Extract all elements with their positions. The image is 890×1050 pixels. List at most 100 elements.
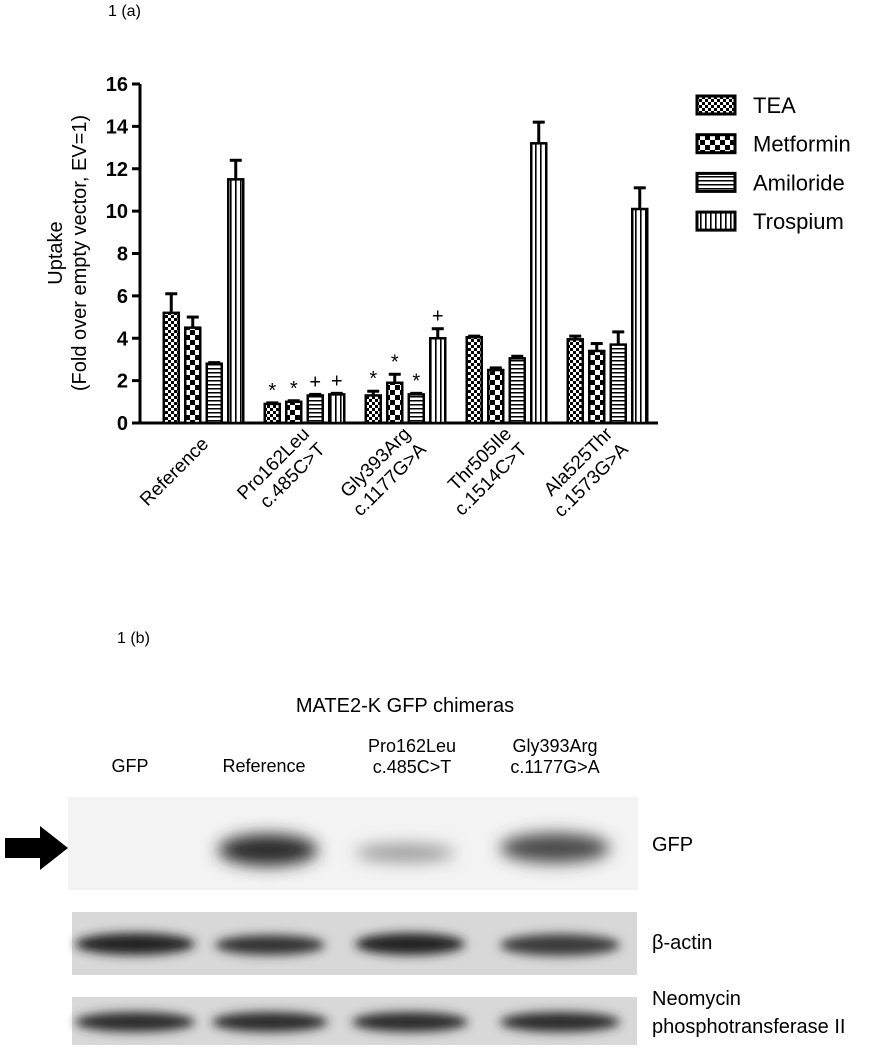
lane-label-line: Pro162Leu — [368, 736, 456, 756]
bar — [184, 326, 202, 425]
y-axis-label-line: Uptake — [45, 221, 67, 284]
error-bar — [532, 120, 545, 144]
lane-label-line: Gly393Arg — [512, 736, 597, 756]
legend-swatch — [695, 171, 737, 193]
bar — [631, 207, 649, 425]
error-bar — [287, 399, 300, 403]
y-tick-label: 14 — [106, 116, 129, 138]
lane-label-line: c.1177G>A — [510, 757, 599, 777]
legend-label: TEA — [753, 93, 796, 118]
y-tick-label: 12 — [106, 159, 128, 181]
blot-bands — [75, 1012, 620, 1032]
bar — [530, 142, 548, 425]
chart: 0 2 4 6 8 10 12 14 16 Uptake (Fold over empty vect… — [45, 74, 851, 522]
error-bar — [229, 158, 242, 180]
lane-label: Pro162Leu c.485C>T — [368, 736, 456, 777]
error-bar — [330, 391, 343, 395]
x-tick-label: Ala525Thrc.1573G>A — [535, 423, 633, 521]
row-label-line: phosphotransferase II — [652, 1016, 845, 1038]
x-tick-label: Thr505Ilec.1514C>T — [435, 423, 532, 520]
error-bar — [612, 330, 625, 345]
bar — [609, 343, 627, 425]
x-tick-label-line: Reference — [136, 434, 213, 511]
bar — [263, 402, 281, 425]
lane-label: Reference — [222, 756, 305, 776]
row-label-line: β-actin — [652, 932, 712, 954]
bar — [566, 338, 584, 425]
bar — [306, 394, 324, 425]
bar — [588, 349, 606, 425]
bar — [429, 337, 447, 425]
error-bar — [468, 334, 481, 338]
bar — [508, 357, 526, 425]
error-bar — [431, 327, 444, 339]
error-bar — [511, 354, 524, 359]
error-bar — [309, 392, 322, 396]
significance-marker: * — [369, 368, 377, 390]
y-tick-label: 4 — [117, 328, 129, 350]
error-bar — [569, 334, 582, 340]
legend-swatch — [695, 133, 737, 155]
error-bar — [590, 342, 603, 351]
lane-label: Gly393Arg c.1177G>A — [510, 736, 599, 777]
western-blot: MATE2-K GFP chimeras GFP Reference Pro162L… — [5, 695, 845, 1045]
blot-bands — [218, 833, 610, 866]
y-axis-label-line: (Fold over empty vector, EV=1) — [69, 115, 91, 391]
lane-label: GFP — [111, 756, 148, 776]
bar — [386, 381, 404, 425]
significance-marker: * — [391, 351, 399, 373]
error-bar — [208, 361, 221, 365]
row-label: Neomycin phosphotransferase II — [652, 988, 845, 1038]
y-tick-label: 2 — [117, 371, 128, 393]
error-bar — [266, 401, 279, 405]
significance-marker: * — [290, 378, 298, 400]
y-tick-label: 6 — [117, 286, 128, 308]
bar — [487, 368, 505, 425]
legend-swatch — [695, 210, 737, 232]
bar — [205, 362, 223, 425]
arrow — [5, 826, 68, 870]
x-tick-label: Pro162Leuc.485C>T — [233, 423, 329, 519]
bar — [162, 311, 180, 425]
panel-label: 1 (a) — [108, 3, 141, 20]
lane-label-line: GFP — [111, 756, 148, 776]
bar — [285, 400, 303, 425]
y-tick-label: 16 — [106, 74, 128, 96]
error-bar — [367, 389, 380, 396]
panel-label: 1 (b) — [117, 630, 150, 647]
bar — [364, 394, 382, 425]
x-tick-label: Reference — [136, 434, 213, 511]
bar — [328, 393, 346, 425]
bar — [227, 178, 245, 425]
lane-label-line: Reference — [222, 756, 305, 776]
bar — [465, 335, 483, 425]
error-bar — [388, 372, 401, 383]
error-bar — [489, 366, 502, 371]
significance-marker: * — [412, 370, 420, 392]
row-label-line: GFP — [652, 834, 693, 856]
blot-bands — [75, 933, 620, 956]
legend-label: Amiloride — [753, 170, 845, 195]
legend-label: Trospium — [753, 209, 844, 234]
error-bar — [410, 391, 423, 395]
lane-label-line: c.485C>T — [373, 757, 452, 777]
significance-marker: + — [309, 371, 321, 393]
row-label: GFP — [652, 834, 693, 856]
x-tick-label: Gly393Argc.1177G>A — [334, 423, 431, 520]
error-bar — [186, 315, 199, 328]
significance-marker: + — [432, 306, 444, 328]
y-tick-label: 0 — [117, 413, 128, 435]
y-tick-label: 10 — [106, 201, 128, 223]
row-label-line: Neomycin — [652, 988, 741, 1010]
error-bar — [633, 186, 646, 210]
legend-label: Metformin — [753, 132, 851, 157]
significance-marker: + — [331, 370, 343, 392]
blot-title: MATE2-K GFP chimeras — [296, 695, 514, 717]
row-label: β-actin — [652, 932, 712, 954]
error-bar — [165, 292, 178, 313]
y-axis-label: Uptake (Fold over empty vector, EV=1) — [45, 115, 91, 391]
significance-marker: * — [268, 380, 276, 402]
bar — [407, 393, 425, 425]
y-tick-label: 8 — [117, 244, 128, 266]
